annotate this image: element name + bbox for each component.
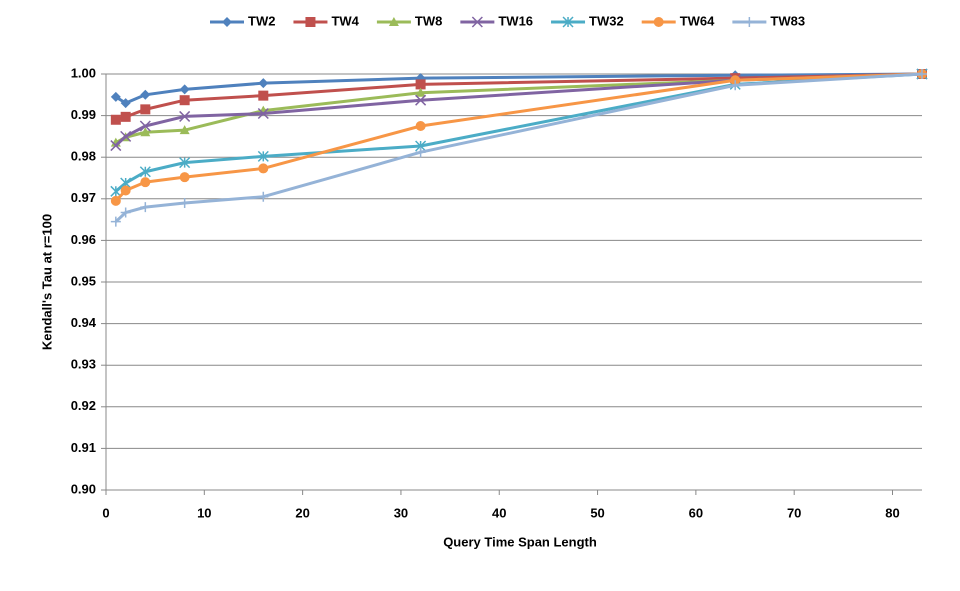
x-axis-title: Query Time Span Length (443, 534, 597, 549)
marker (140, 89, 151, 100)
marker (110, 185, 122, 197)
marker (140, 202, 151, 213)
x-tick-label: 70 (787, 505, 801, 520)
marker (258, 191, 269, 202)
x-tick-label: 50 (590, 505, 604, 520)
marker (110, 140, 122, 152)
legend-item: TW4 (293, 13, 360, 28)
marker (179, 197, 190, 208)
x-tick-label: 40 (492, 505, 506, 520)
legend-label: TW32 (589, 13, 624, 28)
marker (110, 91, 121, 102)
x-tick-label: 60 (689, 505, 703, 520)
marker (415, 147, 426, 158)
marker (179, 157, 191, 169)
marker (179, 125, 190, 135)
y-tick-label: 0.91 (71, 440, 96, 455)
marker (744, 17, 755, 27)
legend-item: TW32 (551, 13, 624, 28)
marker (917, 69, 927, 79)
marker (258, 163, 269, 174)
legend-label: TW8 (415, 13, 442, 28)
x-tick-label: 20 (295, 505, 309, 520)
marker (110, 195, 121, 206)
x-tick-label: 80 (885, 505, 899, 520)
marker (415, 87, 426, 97)
marker (179, 95, 190, 106)
marker (222, 17, 232, 27)
y-tick-label: 1.00 (71, 65, 96, 80)
legend-item: TW64 (641, 13, 715, 28)
legend-label: TW64 (680, 13, 715, 28)
y-axis-title: Kendall's Tau at r=100 (39, 214, 54, 350)
marker (139, 166, 151, 178)
y-tick-label: 0.92 (71, 398, 96, 413)
marker (120, 98, 131, 109)
marker (139, 120, 151, 132)
x-tick-label: 0 (102, 505, 109, 520)
marker (471, 16, 483, 28)
marker (258, 90, 269, 101)
y-tick-label: 0.96 (71, 232, 96, 247)
marker (388, 17, 399, 26)
marker (257, 150, 269, 162)
legend-item: TW16 (460, 13, 533, 28)
marker (120, 185, 131, 196)
marker (110, 216, 121, 227)
y-tick-label: 0.95 (71, 273, 96, 288)
marker (120, 111, 131, 122)
marker (415, 79, 426, 90)
marker (415, 94, 427, 106)
marker (257, 107, 269, 120)
legend-label: TW2 (248, 13, 275, 28)
y-tick-label: 0.93 (71, 357, 96, 372)
marker (562, 16, 574, 28)
marker (415, 121, 426, 131)
marker (179, 110, 191, 122)
legend-label: TW83 (770, 13, 805, 28)
marker (179, 172, 190, 183)
marker (258, 78, 269, 89)
y-tick-label: 0.97 (71, 190, 96, 205)
series-line (114, 72, 923, 193)
legend: TW2 TW4 TW8 TW16 TW32 TW64 TW83 (210, 13, 805, 28)
x-tick-label: 10 (197, 505, 211, 520)
legend-label: TW16 (498, 13, 533, 28)
marker (140, 127, 151, 137)
legend-item: TW8 (376, 13, 442, 28)
legend-item: TW2 (210, 13, 275, 28)
y-tick-label: 0.90 (71, 481, 96, 496)
marker (730, 80, 741, 91)
series-line (114, 72, 923, 147)
legend-item: TW83 (732, 13, 805, 28)
legend-label: TW4 (331, 13, 359, 28)
marker (653, 17, 664, 27)
marker (179, 84, 190, 95)
marker (140, 104, 151, 115)
marker (140, 177, 151, 188)
y-tick-label: 0.99 (71, 107, 96, 122)
y-tick-label: 0.98 (71, 149, 96, 164)
x-tick-label: 30 (394, 505, 408, 520)
marker (110, 114, 121, 125)
marker (120, 207, 131, 218)
marker (120, 130, 132, 142)
series-line (114, 72, 923, 223)
y-tick-label: 0.94 (71, 315, 97, 330)
marker (305, 17, 316, 27)
